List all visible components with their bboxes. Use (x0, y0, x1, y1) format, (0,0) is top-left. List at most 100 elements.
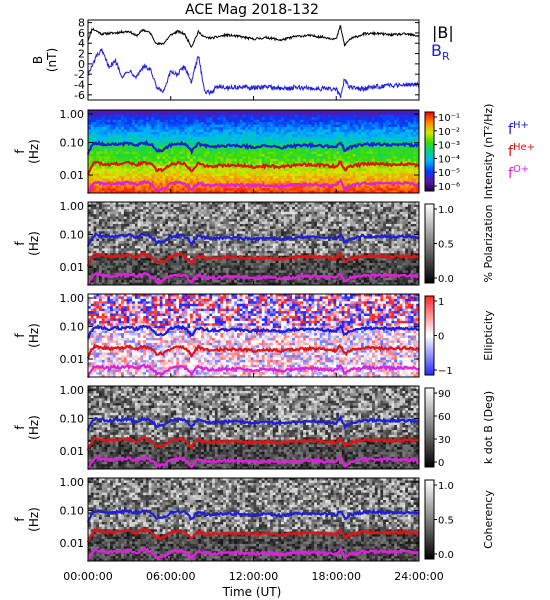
polarization-cell (96, 270, 100, 274)
intensity-cell (358, 156, 362, 160)
intensity-cell (294, 117, 298, 121)
polarization-cell (126, 221, 130, 225)
intensity-cell (383, 124, 387, 128)
intensity-cell (330, 171, 334, 174)
intensity-cell (399, 151, 403, 155)
intensity-cell (129, 122, 133, 125)
intensity-cell (283, 151, 287, 155)
intensity-cell (405, 146, 409, 150)
intensity-cell (192, 110, 196, 113)
intensity-cell (134, 171, 138, 174)
intensity-cell (303, 173, 307, 177)
polarization-cell (132, 226, 136, 230)
polarization-cell (101, 270, 105, 274)
intensity-cell (407, 114, 412, 118)
intensity-cell (264, 153, 268, 157)
polarization-cell (96, 277, 100, 281)
intensity-cell (201, 190, 205, 194)
intensity-cell (151, 153, 155, 157)
intensity-cell (203, 153, 207, 157)
polarization-cell (115, 238, 119, 242)
polarization-cell (137, 267, 141, 271)
intensity-cell (96, 166, 100, 169)
intensity-cell (394, 117, 398, 121)
intensity-cell (99, 151, 103, 155)
intensity-cell (187, 175, 191, 179)
intensity-cell (206, 175, 210, 179)
intensity-cell (132, 168, 136, 172)
intensity-cell (176, 136, 180, 140)
intensity-cell (176, 114, 180, 118)
polarization-cell (132, 223, 136, 227)
intensity-cell (275, 110, 279, 113)
intensity-cell (115, 139, 119, 143)
intensity-cell (316, 136, 320, 140)
polarization-cell (123, 221, 127, 225)
intensity-cell (330, 122, 334, 125)
intensity-cell (104, 122, 108, 125)
intensity-cell (333, 129, 337, 133)
intensity-cell (245, 124, 249, 128)
intensity-cell (132, 185, 136, 189)
intensity-cell (195, 114, 199, 118)
intensity-cell (399, 168, 403, 172)
intensity-cell (209, 168, 213, 172)
intensity-cell (264, 173, 268, 177)
intensity-cell (239, 151, 243, 155)
intensity-cell (369, 163, 373, 167)
intensity-cell (352, 180, 356, 184)
intensity-cell (129, 163, 133, 167)
intensity-cell (121, 171, 125, 174)
intensity-cell (405, 156, 409, 160)
intensity-cell (173, 129, 177, 133)
intensity-cell (162, 161, 166, 164)
intensity-cell (93, 185, 97, 189)
intensity-cell (270, 178, 274, 182)
intensity-cell (305, 146, 309, 150)
intensity-cell (239, 114, 243, 118)
intensity-cell (203, 136, 207, 140)
intensity-cell (195, 178, 199, 182)
intensity-cell (322, 185, 326, 189)
intensity-cell (121, 163, 125, 167)
intensity-cell (176, 139, 180, 143)
intensity-cell (305, 149, 309, 152)
intensity-cell (110, 178, 114, 182)
intensity-cell (217, 173, 221, 177)
intensity-cell (385, 188, 389, 191)
intensity-cell (121, 119, 125, 123)
intensity-cell (96, 183, 100, 186)
intensity-cell (154, 124, 158, 128)
intensity-cell (214, 153, 218, 157)
intensity-cell (297, 139, 301, 143)
intensity-cell (223, 158, 227, 162)
intensity-cell (344, 183, 348, 186)
intensity-cell (383, 146, 387, 150)
polarization-cell (101, 226, 105, 230)
intensity-cell (358, 114, 362, 118)
intensity-cell (121, 178, 125, 182)
intensity-cell (126, 151, 130, 155)
intensity-cell (217, 117, 221, 121)
intensity-cell (107, 180, 111, 184)
intensity-cell (383, 188, 387, 191)
polarization-cell (107, 241, 111, 244)
intensity-cell (283, 178, 287, 182)
intensity-cell (115, 119, 119, 123)
intensity-cell (129, 127, 133, 130)
intensity-cell (88, 178, 92, 182)
intensity-cell (336, 139, 340, 143)
intensity-cell (300, 161, 304, 164)
intensity-cell (173, 183, 177, 186)
polarization-cell (90, 248, 94, 252)
intensity-cell (145, 166, 149, 169)
polarization-cell (107, 267, 111, 271)
intensity-cell (253, 134, 257, 138)
intensity-cell (176, 163, 180, 167)
intensity-cell (286, 146, 290, 150)
intensity-cell (336, 190, 340, 194)
polarization-cell (96, 216, 100, 220)
intensity-cell (228, 175, 232, 179)
polarization-cell (129, 231, 133, 235)
intensity-cell (214, 149, 218, 152)
